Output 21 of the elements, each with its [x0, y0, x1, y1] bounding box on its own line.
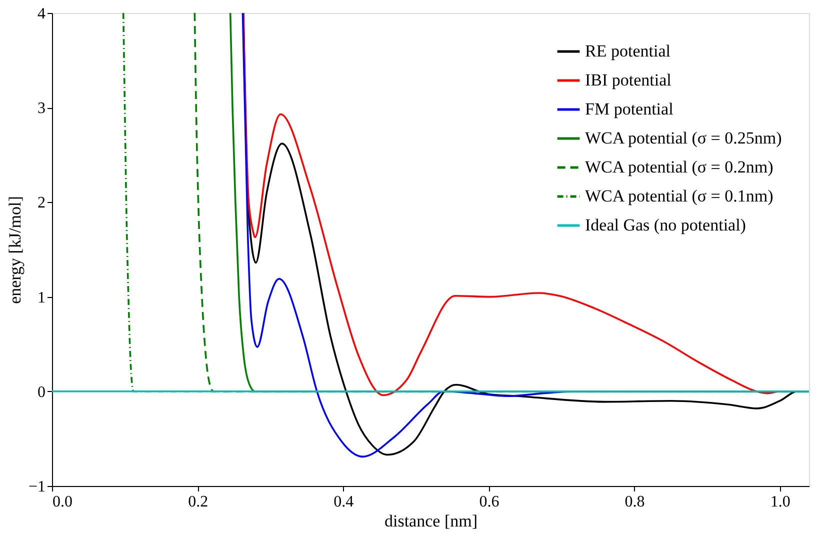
x-tick-label: 0.8 — [624, 494, 645, 510]
y-tick-label: 1 — [38, 289, 46, 306]
y-tick-label: 4 — [38, 6, 46, 22]
legend-label: IBI potential — [585, 70, 672, 90]
y-tick-label: −1 — [28, 478, 46, 496]
x-tick-label: 0.4 — [334, 494, 354, 510]
x-tick-label: 0.2 — [188, 494, 208, 510]
legend-label: WCA potential (σ = 0.1nm) — [585, 186, 774, 206]
x-tick-label: 1.0 — [770, 494, 790, 510]
legend-label: FM potential — [585, 100, 674, 118]
legend-label: WCA potential (σ = 0.25nm) — [585, 128, 782, 148]
legend-label: Ideal Gas (no potential) — [585, 216, 746, 234]
y-tick-label: 3 — [38, 100, 46, 118]
y-tick-label: 0 — [38, 384, 46, 401]
y-axis-title: energy [kJ/mol] — [5, 196, 24, 304]
legend-label: WCA potential (σ = 0.2nm) — [585, 158, 774, 176]
x-axis-title: distance [nm] — [384, 512, 478, 530]
legend-label: RE potential — [585, 42, 671, 60]
x-tick-label: 0.0 — [52, 494, 72, 510]
y-tick-label: 2 — [38, 194, 46, 212]
x-tick-label: 0.6 — [479, 494, 500, 510]
